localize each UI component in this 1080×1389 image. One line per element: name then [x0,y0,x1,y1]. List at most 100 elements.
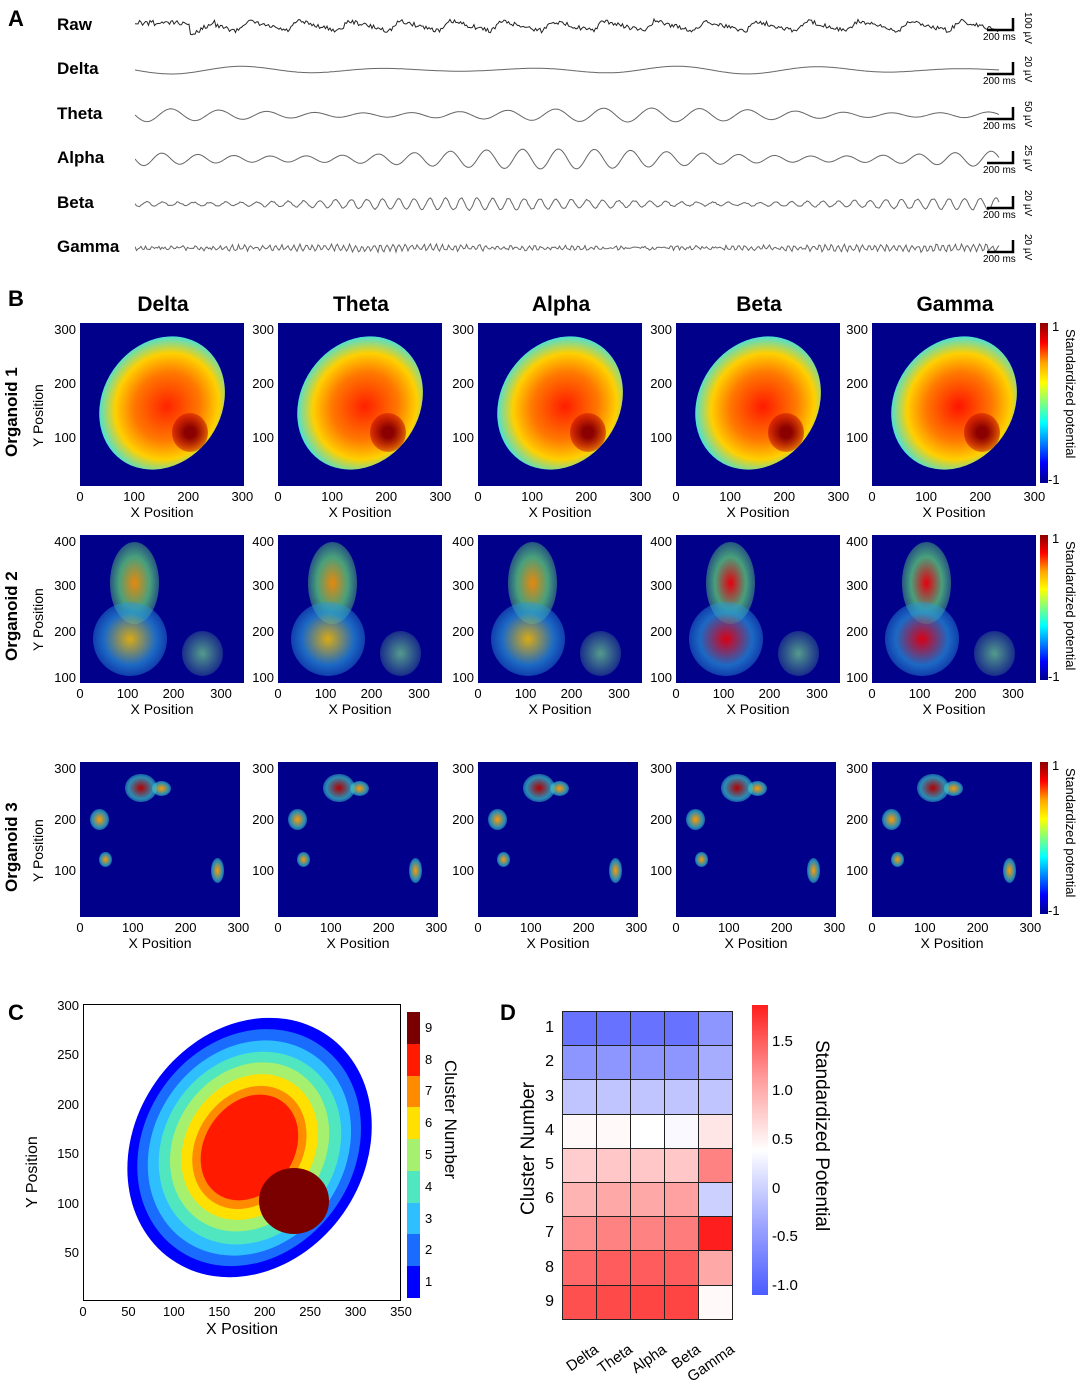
y-tick: 300 [54,761,76,777]
heatmap-cell-7-gamma [698,1216,733,1252]
amp-scale-delta: 20 µV [1022,56,1033,83]
x-tick: 350 [390,1304,412,1319]
y-tick: 100 [452,863,474,879]
heatmap-cell-2-beta [664,1045,699,1081]
heatmap-organoid-3-gamma [872,762,1032,917]
heatmap-cell-6-beta [664,1182,699,1218]
y-tick: 300 [452,761,474,777]
x-tick: 200 [575,489,598,504]
activity-spot-2 [695,851,708,868]
activity-spot-1 [89,808,109,831]
trace-line-delta [135,65,999,75]
x-axis-label: X Position [130,504,194,520]
x-tick: 300 [1002,686,1024,701]
trace-label-alpha: Alpha [57,148,105,167]
y-tick: 300 [252,578,274,594]
activity-blob [676,323,840,486]
panel-c-label: C [8,1000,24,1025]
colorbar-label: Standardized potential [1063,329,1078,459]
x-tick: 200 [174,920,197,935]
cluster-row-label: 6 [545,1190,554,1208]
activity-spot-2 [891,851,904,868]
heatmap-cell-3-theta [596,1079,631,1115]
heatmap-cell-3-delta [562,1079,597,1115]
potential-colorbar-tick: 1.0 [772,1082,793,1099]
x-tick: 0 [868,686,876,701]
y-tick: 300 [54,322,76,338]
trace-raw [135,17,1000,36]
potential-colorbar-tick: 0.5 [772,1131,793,1148]
trace-gamma [135,242,1000,254]
cluster-colorbar-tick: 1 [425,1274,433,1290]
heatmap-cell-9-alpha [630,1284,665,1320]
x-tick: 300 [344,1304,367,1319]
heatmap-cell-6-theta [596,1182,631,1218]
x-tick: 100 [121,920,144,935]
x-axis-label: X Position [326,935,390,951]
y-tick: 200 [846,812,868,828]
y-tick: 300 [650,322,672,338]
heatmap-organoid-3-alpha [478,762,638,917]
x-tick: 50 [121,1304,136,1319]
y-tick: 100 [846,429,868,445]
y-tick: 200 [650,624,672,640]
y-axis-label: Y Position [30,588,46,651]
heatmap-cell-5-delta [562,1147,597,1183]
trace-beta [135,196,1000,212]
potential-colorbar-tick: 1.5 [772,1033,793,1050]
y-tick: 100 [252,863,274,879]
colorbar-organoid-2 [1040,535,1048,680]
activity-spot-4 [807,858,820,883]
heatmap-cell-5-gamma [698,1147,733,1183]
x-tick: 200 [177,489,200,504]
trace-delta [135,65,999,75]
heatmap-cell-8-alpha [630,1250,665,1286]
hotspot-blob [369,412,406,452]
x-tick: 100 [712,686,735,701]
time-scale-gamma: 200 ms [983,254,1016,265]
y-tick: 200 [650,376,672,392]
heatmap-organoid-1-delta [80,323,244,486]
cluster-colorbar-tick: 8 [425,1051,433,1067]
x-tick: 100 [162,1304,185,1319]
x-axis-label: X Position [726,504,790,520]
scale-bar-raw [987,18,1015,32]
x-axis-label: X Position [724,935,788,951]
y-axis-label: Y Position [24,1135,41,1208]
trace-label-gamma: Gamma [57,237,120,256]
heatmap-cell-2-gamma [698,1045,733,1081]
cluster-colorbar-segment [407,1107,420,1140]
heatmap-cell-9-delta [562,1284,597,1320]
cluster-colorbar-tick: 2 [425,1242,433,1258]
time-scale-raw: 200 ms [983,32,1016,43]
band-title-delta: Delta [137,293,189,316]
activity-spot-0 [522,774,555,803]
cluster-colorbar-tick: 9 [425,1019,433,1035]
heatmap-organoid-1-gamma [872,323,1036,486]
cluster-colorbar-segment [407,1202,420,1235]
y-tick: 300 [650,761,672,777]
x-tick: 200 [773,489,796,504]
trace-line-alpha [135,148,1000,170]
activity-blob-lower [689,601,763,676]
y-axis-label: Y Position [30,383,46,447]
colorbar-organoid-1 [1040,323,1048,483]
x-axis-label: X Position [726,701,790,717]
cluster-row-label: 3 [545,1087,554,1105]
colorbar-min: -1 [1048,669,1060,684]
x-tick: 100 [123,489,145,504]
x-tick: 200 [969,489,992,504]
x-tick: 100 [514,686,537,701]
activity-spot-4 [409,858,422,883]
y-tick: 200 [54,812,76,828]
time-scale-alpha: 200 ms [983,165,1016,176]
activity-spot-1 [487,808,507,831]
activity-blob-lower [491,601,565,676]
activity-blob-right [379,631,421,676]
x-axis-label: X Position [328,504,392,520]
x-tick: 200 [372,920,395,935]
heatmap-cell-1-alpha [630,1011,665,1047]
activity-spot-3 [550,780,570,797]
heatmap-cell-5-alpha [630,1147,665,1183]
y-tick: 100 [650,429,672,445]
